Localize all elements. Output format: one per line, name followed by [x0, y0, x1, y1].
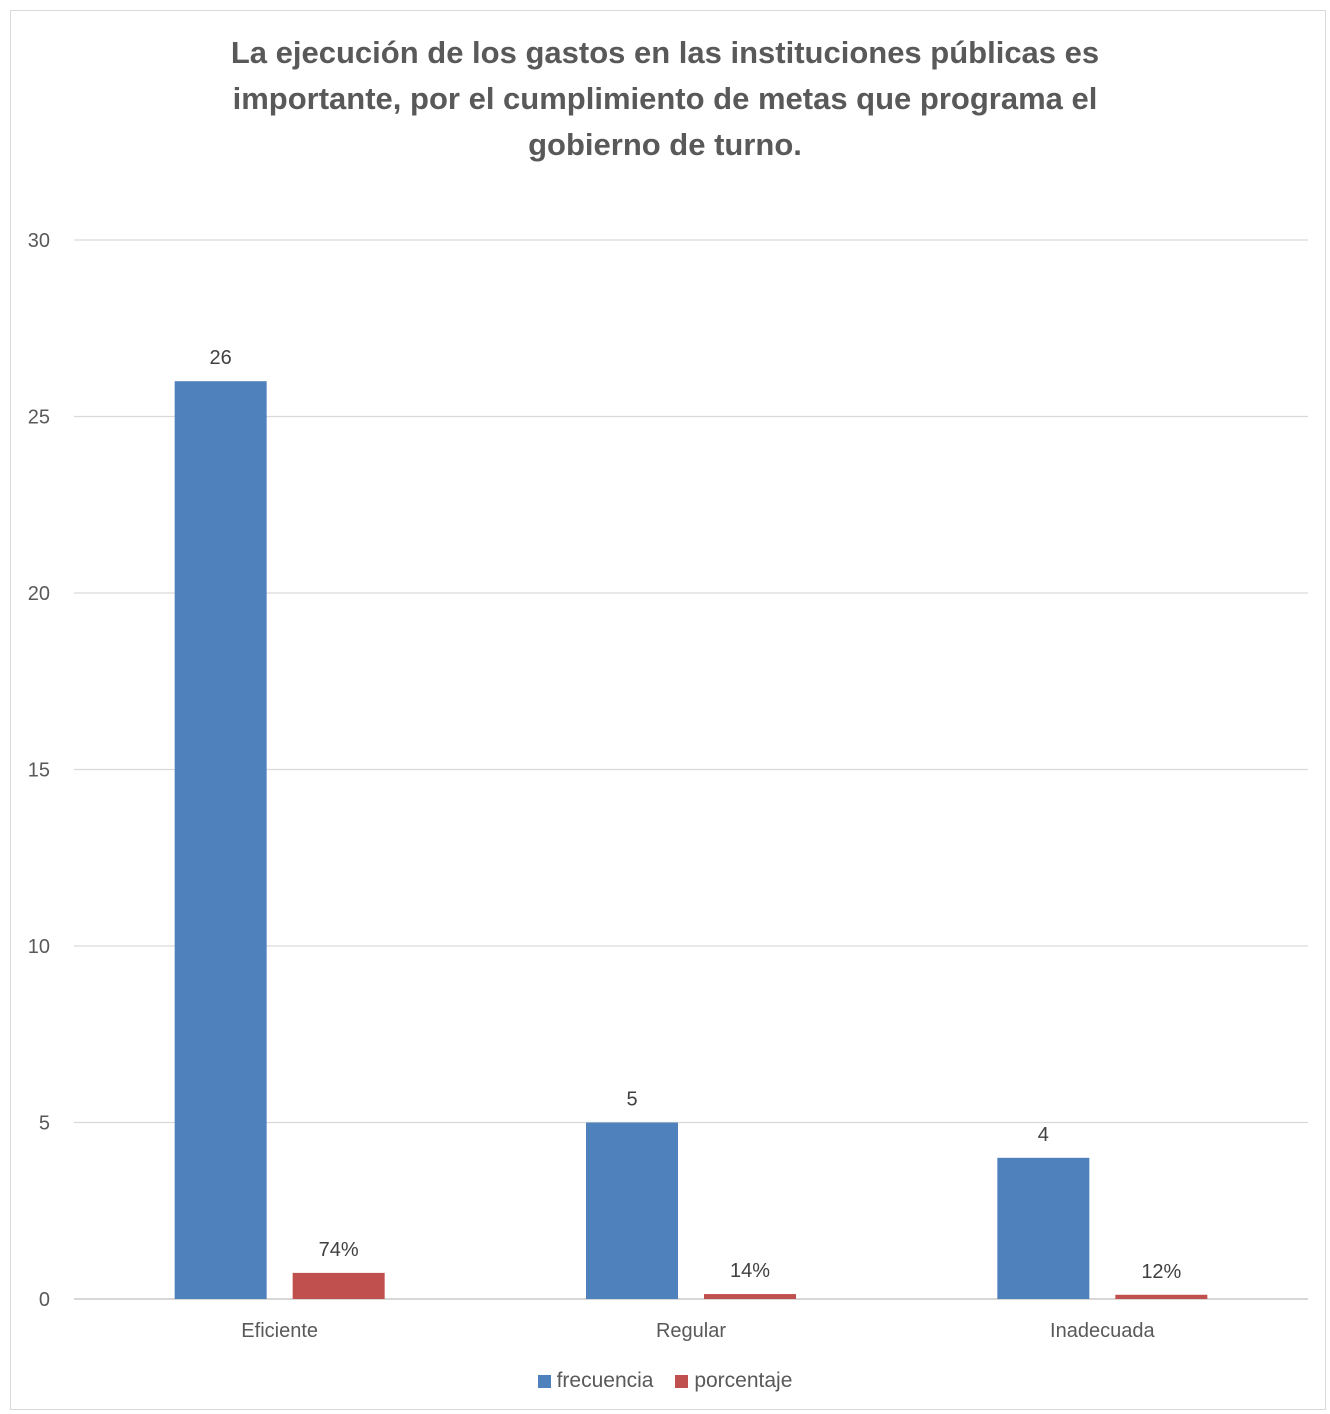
y-tick-label-30: 30	[28, 230, 50, 252]
y-tick-label-15: 15	[28, 760, 50, 782]
x-tick-label-eficiente: Eficiente	[241, 1320, 318, 1342]
y-tick-label-10: 10	[28, 936, 50, 958]
chart-legend: frecuencia porcentaje	[0, 1369, 1330, 1394]
x-tick-label-regular: Regular	[656, 1320, 726, 1342]
legend-item-frecuencia: frecuencia	[537, 1369, 654, 1393]
data-label-porcentaje-inadecuada: 12%	[1141, 1261, 1181, 1283]
y-tick-label-20: 20	[28, 583, 50, 605]
bar-porcentaje-regular	[704, 1294, 796, 1299]
data-label-frecuencia-regular: 5	[626, 1089, 637, 1111]
y-tick-label-25: 25	[28, 407, 50, 429]
chart-title-text: La ejecución de los gastos en las instit…	[230, 35, 1100, 162]
legend-item-porcentaje: porcentaje	[675, 1369, 792, 1393]
data-label-frecuencia-inadecuada: 4	[1038, 1124, 1049, 1146]
data-label-frecuencia-eficiente: 26	[210, 347, 232, 369]
legend-label-frecuencia: frecuencia	[556, 1369, 654, 1392]
legend-label-porcentaje: porcentaje	[694, 1369, 793, 1392]
chart-title: La ejecución de los gastos en las instit…	[0, 30, 1330, 168]
bar-frecuencia-inadecuada	[997, 1157, 1090, 1299]
bar-porcentaje-eficiente	[292, 1272, 385, 1299]
bar-porcentaje-inadecuada	[1115, 1294, 1208, 1299]
data-label-porcentaje-eficiente: 74%	[319, 1239, 359, 1261]
legend-swatch-frecuencia	[537, 1374, 551, 1388]
x-tick-label-inadecuada: Inadecuada	[1050, 1320, 1155, 1342]
data-label-porcentaje-regular: 14%	[730, 1260, 770, 1282]
bar-frecuencia-eficiente	[174, 381, 267, 1299]
bar-frecuencia-regular	[586, 1122, 678, 1299]
legend-swatch-porcentaje	[675, 1374, 689, 1388]
y-tick-label-0: 0	[39, 1289, 50, 1311]
y-tick-label-5: 5	[39, 1113, 50, 1135]
